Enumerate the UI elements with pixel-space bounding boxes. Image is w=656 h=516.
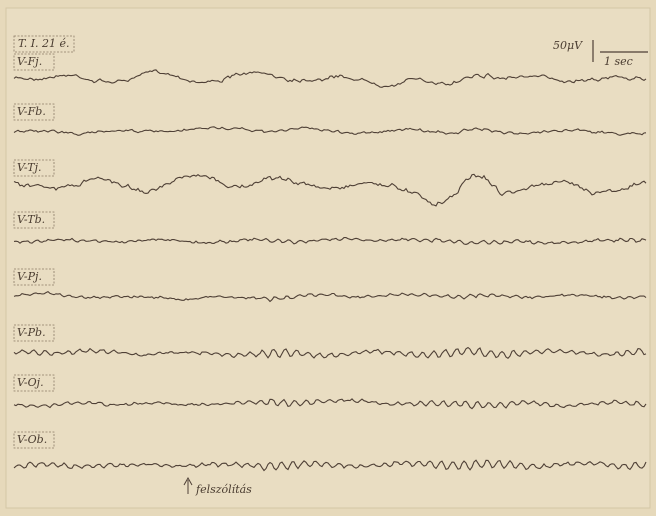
channel-label: V-Tj. <box>17 161 42 174</box>
subject: T. I. 21 é. <box>18 37 70 50</box>
channel-label: V-Ob. <box>17 433 47 446</box>
channel-label: V-Oj. <box>17 376 44 389</box>
channel-label: V-Pj. <box>17 270 42 283</box>
eeg-figure: T. I. 21 é. 50μV 1 sec felszólítás V-Fj.… <box>0 0 656 516</box>
frame <box>6 8 650 508</box>
channel-label: V-Tb. <box>17 213 45 226</box>
channel-label: V-Fj. <box>17 55 42 68</box>
channel-label: V-Fb. <box>17 105 46 118</box>
annotation: felszólítás <box>195 483 252 496</box>
time-scale: 1 sec <box>604 55 633 68</box>
channel-label: V-Pb. <box>17 326 46 339</box>
amplitude-scale: 50μV <box>553 39 583 52</box>
